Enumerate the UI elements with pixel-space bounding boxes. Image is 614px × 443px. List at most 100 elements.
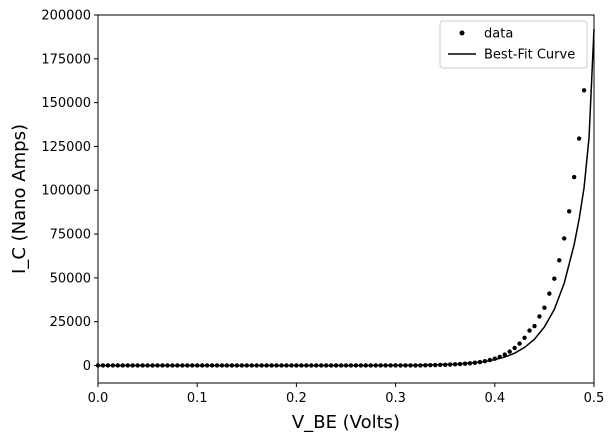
data-point bbox=[443, 362, 448, 367]
data-point bbox=[284, 363, 289, 368]
data-point bbox=[229, 363, 235, 368]
data-point bbox=[160, 363, 165, 368]
data-point bbox=[135, 363, 140, 368]
data-point bbox=[358, 363, 364, 368]
data-point bbox=[219, 363, 225, 368]
data-point bbox=[537, 314, 542, 319]
y-axis-label: I_C (Nano Amps) bbox=[9, 124, 30, 274]
data-point bbox=[120, 363, 126, 368]
data-point bbox=[487, 357, 493, 363]
data-point bbox=[383, 363, 388, 368]
data-point bbox=[557, 258, 562, 263]
data-point bbox=[547, 291, 552, 296]
data-point bbox=[170, 363, 175, 368]
data-point bbox=[571, 174, 577, 180]
data-point bbox=[348, 363, 354, 368]
data-point bbox=[145, 363, 150, 368]
data-point bbox=[433, 362, 438, 368]
data-point bbox=[244, 363, 249, 368]
y-tick-label: 25000 bbox=[50, 315, 91, 330]
data-point bbox=[457, 361, 463, 367]
data-point bbox=[452, 362, 458, 367]
data-point bbox=[115, 363, 121, 368]
data-point bbox=[155, 363, 160, 368]
data-point bbox=[576, 136, 582, 141]
data-point bbox=[190, 363, 195, 368]
y-tick-label: 50000 bbox=[50, 271, 91, 286]
legend: data Best-Fit Curve bbox=[439, 20, 588, 69]
legend-label-data: data bbox=[484, 27, 513, 42]
legend-box bbox=[439, 20, 588, 69]
data-point bbox=[180, 363, 185, 368]
data-point bbox=[542, 305, 547, 310]
data-point bbox=[532, 323, 537, 329]
data-point bbox=[363, 363, 369, 368]
data-point bbox=[507, 349, 512, 354]
data-point bbox=[269, 363, 274, 368]
x-tick-label: 0.4 bbox=[484, 391, 505, 406]
data-point bbox=[314, 363, 319, 368]
data-point bbox=[214, 363, 220, 368]
data-point bbox=[125, 363, 130, 368]
data-point bbox=[482, 358, 488, 364]
data-point bbox=[254, 363, 259, 368]
data-point bbox=[492, 356, 497, 361]
x-tick-label: 0.5 bbox=[584, 391, 605, 406]
data-point bbox=[259, 363, 264, 368]
data-point bbox=[105, 363, 111, 368]
data-point bbox=[343, 363, 349, 368]
data-point bbox=[527, 328, 532, 333]
data-point bbox=[502, 352, 507, 357]
data-point bbox=[165, 363, 170, 368]
data-point bbox=[100, 363, 106, 368]
data-point bbox=[398, 363, 403, 368]
data-point bbox=[140, 363, 145, 368]
data-point bbox=[423, 363, 428, 368]
data-point bbox=[373, 363, 378, 368]
legend-label-best-fit: Best-Fit Curve bbox=[484, 48, 575, 63]
axes-frame bbox=[97, 14, 595, 384]
data-point bbox=[467, 361, 473, 366]
x-tick-label: 0.3 bbox=[385, 391, 406, 406]
data-point bbox=[353, 363, 359, 368]
y-tick-label: 0 bbox=[83, 359, 91, 374]
data-point bbox=[249, 363, 254, 368]
data-point bbox=[274, 363, 279, 368]
y-tick-label: 100000 bbox=[41, 184, 91, 199]
data-point bbox=[323, 363, 329, 368]
data-point bbox=[299, 363, 304, 368]
plot-area bbox=[95, 28, 595, 368]
y-tick-label: 175000 bbox=[41, 52, 91, 67]
legend-data-marker bbox=[459, 30, 465, 36]
data-point bbox=[368, 363, 373, 368]
data-point bbox=[378, 363, 383, 368]
data-point bbox=[319, 363, 324, 368]
data-point bbox=[497, 354, 502, 360]
data-point bbox=[338, 363, 344, 368]
data-point bbox=[512, 345, 517, 351]
data-point bbox=[447, 362, 453, 367]
data-point bbox=[209, 363, 215, 368]
data-point bbox=[150, 363, 155, 368]
data-point bbox=[309, 363, 314, 368]
data-point bbox=[462, 361, 468, 366]
data-point bbox=[234, 363, 240, 368]
data-point bbox=[204, 363, 210, 368]
data-point bbox=[224, 363, 230, 368]
data-point bbox=[438, 362, 443, 368]
data-point bbox=[418, 363, 423, 368]
data-point bbox=[408, 363, 413, 368]
x-tick-label: 0.1 bbox=[187, 391, 208, 406]
data-point bbox=[562, 236, 567, 241]
data-point bbox=[567, 209, 572, 214]
data-point bbox=[175, 363, 180, 368]
data-point bbox=[264, 363, 269, 368]
data-point bbox=[304, 363, 309, 368]
data-point bbox=[472, 360, 478, 365]
x-tick-label: 0.0 bbox=[88, 391, 109, 406]
data-point bbox=[552, 276, 557, 281]
data-point bbox=[279, 363, 284, 368]
data-point bbox=[393, 363, 398, 368]
data-point bbox=[333, 363, 339, 368]
